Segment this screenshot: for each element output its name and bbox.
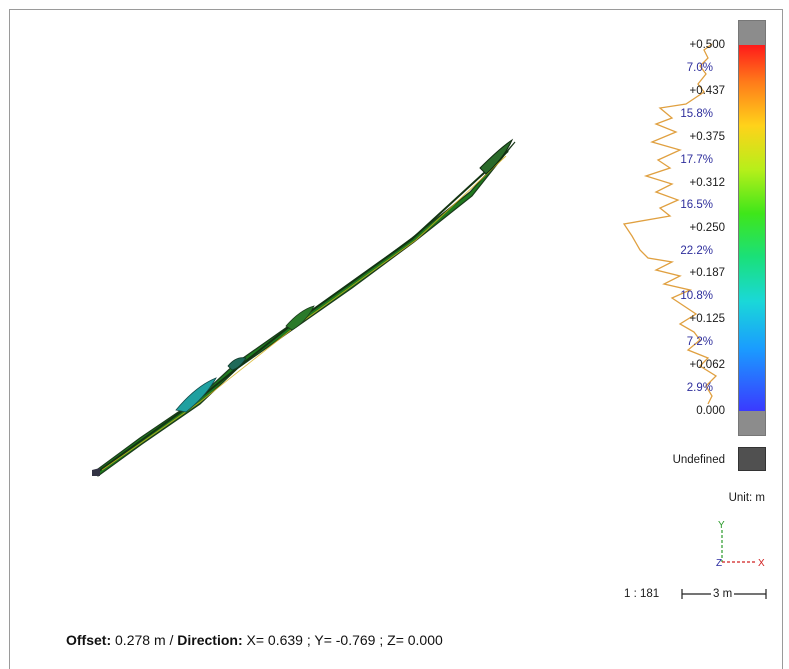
model-strip: [93, 141, 516, 477]
legend-tick-7: +0.062: [689, 359, 726, 371]
legend-tick-5: +0.187: [689, 267, 726, 279]
legend-percent-0: 7.0%: [686, 62, 713, 74]
legend-tick-4: +0.250: [689, 222, 726, 234]
offset-value: 0.278 m /: [111, 632, 178, 648]
direction-label: Direction:: [177, 632, 243, 648]
offset-label: Offset:: [66, 632, 112, 648]
status-line: Offset: 0.278 m / Direction: X= 0.639 ; …: [66, 632, 443, 648]
color-scale-bar: [738, 20, 766, 436]
color-scale-gradient: [739, 45, 765, 411]
undefined-label: Undefined: [672, 454, 725, 466]
legend-percent-4: 22.2%: [680, 245, 713, 257]
legend-percent-7: 2.9%: [686, 382, 713, 394]
scale-ratio: 1 : 181: [624, 588, 660, 600]
model-bulge-3: [285, 305, 315, 331]
legend-percent-2: 17.7%: [680, 154, 713, 166]
y-axis-label: Y: [718, 520, 725, 531]
legend-percent-1: 15.8%: [680, 108, 713, 120]
model-bulge-1: [175, 377, 217, 413]
model-end-fork: [479, 138, 514, 175]
undefined-swatch: [738, 447, 766, 471]
deviation-histogram: [622, 43, 718, 405]
color-scale-over-range: [739, 21, 765, 45]
legend-tick-8: 0.000: [696, 405, 725, 417]
legend-percent-5: 10.8%: [680, 290, 713, 302]
orientation-axes: Y Z X: [712, 516, 772, 572]
scale-length: 3 m: [711, 588, 735, 600]
legend-tick-1: +0.437: [689, 85, 726, 97]
direction-value: X= 0.639 ; Y= -0.769 ; Z= 0.000: [242, 632, 443, 648]
color-scale-under-range: [739, 411, 765, 435]
legend-tick-3: +0.312: [689, 177, 726, 189]
legend-percent-6: 7.2%: [686, 336, 713, 348]
legend-percent-3: 16.5%: [680, 199, 713, 211]
model-start-tip: [92, 468, 100, 476]
unit-label: Unit: m: [728, 492, 765, 504]
viewer-frame: [9, 9, 783, 669]
legend-tick-2: +0.375: [689, 131, 726, 143]
legend-tick-0: +0.500: [689, 39, 726, 51]
model-bulge-2: [227, 357, 247, 371]
z-axis-label: Z: [716, 558, 722, 569]
x-axis-label: X: [758, 558, 765, 569]
legend-tick-6: +0.125: [689, 313, 726, 325]
